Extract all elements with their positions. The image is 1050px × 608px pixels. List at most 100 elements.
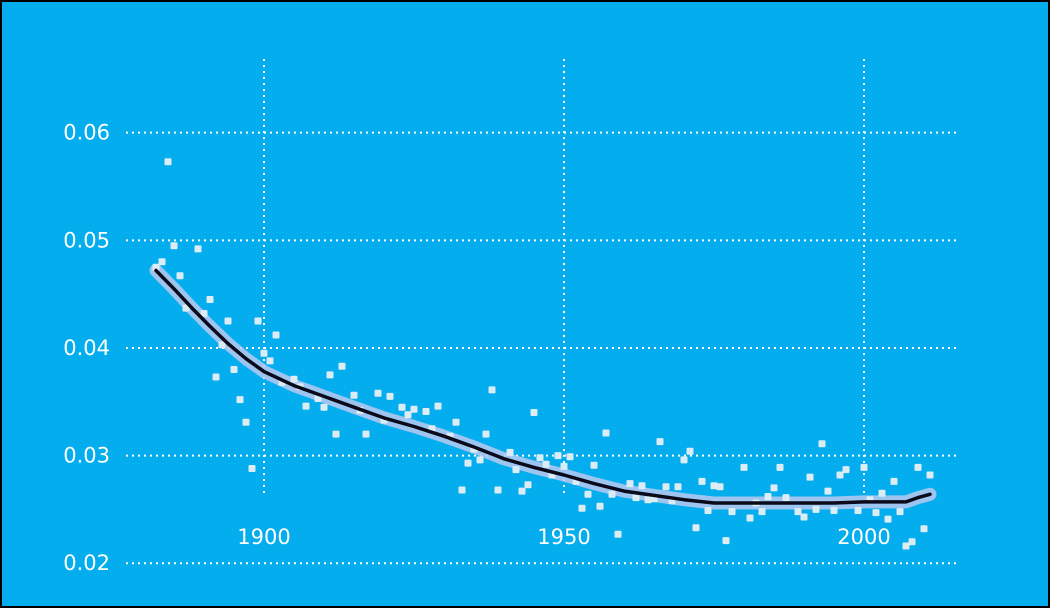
data-point	[926, 471, 934, 479]
data-point	[638, 482, 646, 490]
data-point	[212, 373, 220, 381]
data-point	[854, 507, 862, 514]
data-point	[326, 371, 334, 379]
data-point	[722, 537, 730, 545]
data-point	[464, 459, 472, 467]
data-point	[890, 477, 898, 485]
data-point	[338, 362, 346, 370]
data-point	[152, 263, 160, 271]
data-point	[776, 463, 784, 471]
data-point	[632, 494, 640, 502]
data-point	[314, 395, 322, 402]
y-tick-label: 0.03	[63, 444, 110, 468]
data-point	[242, 418, 250, 426]
data-point	[902, 542, 910, 550]
data-point	[176, 272, 184, 280]
data-point	[704, 507, 712, 514]
x-tick-label: 1950	[537, 525, 590, 549]
data-point	[584, 490, 592, 498]
data-point	[800, 513, 808, 521]
data-point	[224, 317, 232, 325]
data-point	[914, 463, 922, 471]
data-point	[746, 514, 754, 522]
data-point	[644, 496, 652, 504]
data-point	[410, 405, 418, 413]
data-point	[170, 242, 178, 250]
data-point	[158, 258, 166, 266]
data-point	[272, 331, 280, 339]
data-point	[230, 366, 238, 373]
data-point	[254, 317, 262, 325]
data-point	[728, 508, 736, 516]
data-point	[506, 448, 514, 456]
y-tick-label: 0.02	[63, 551, 110, 575]
y-tick-label: 0.06	[63, 121, 110, 145]
data-point	[674, 483, 682, 491]
data-point	[842, 466, 850, 474]
data-point	[824, 487, 832, 495]
data-point	[518, 487, 526, 495]
data-point	[872, 509, 880, 517]
data-point	[740, 463, 748, 471]
x-tick-label: 1900	[237, 525, 290, 549]
data-point	[830, 507, 838, 514]
data-point	[236, 396, 244, 404]
data-point	[182, 304, 190, 312]
data-point	[764, 493, 772, 500]
data-point	[560, 462, 568, 470]
data-point	[794, 508, 802, 516]
data-point	[434, 402, 442, 410]
data-point	[266, 357, 274, 365]
data-point	[248, 465, 256, 472]
data-point	[836, 471, 844, 479]
data-point	[494, 486, 502, 494]
data-point	[164, 158, 172, 166]
x-tick-label: 2000	[837, 525, 890, 549]
data-point	[332, 430, 340, 438]
data-point	[806, 473, 814, 481]
data-point	[614, 530, 622, 538]
data-point	[680, 456, 688, 464]
data-point	[542, 460, 550, 468]
data-point	[860, 463, 868, 471]
data-point	[710, 482, 718, 490]
data-point	[812, 505, 820, 513]
data-point	[350, 391, 358, 399]
data-point	[362, 430, 370, 438]
data-point	[530, 409, 538, 416]
data-point	[818, 440, 826, 448]
data-point	[590, 461, 598, 469]
data-point	[920, 525, 928, 533]
data-point	[602, 429, 610, 437]
data-point	[716, 483, 724, 491]
data-point	[908, 538, 916, 546]
data-point	[476, 456, 484, 464]
y-tick-label: 0.05	[63, 228, 110, 252]
data-point	[524, 481, 532, 489]
data-point	[374, 389, 382, 397]
data-point	[194, 245, 202, 253]
data-point	[566, 453, 574, 461]
data-point	[758, 508, 766, 516]
data-point	[896, 508, 904, 516]
data-point	[692, 524, 700, 532]
data-point	[878, 489, 886, 497]
data-point	[536, 454, 544, 462]
data-point	[596, 502, 604, 510]
data-point	[578, 504, 586, 512]
data-point	[608, 490, 616, 498]
data-point	[452, 418, 460, 426]
data-point	[290, 375, 298, 383]
data-point	[260, 349, 268, 357]
data-point	[512, 466, 520, 474]
data-point	[218, 341, 226, 349]
data-point	[422, 408, 430, 415]
data-point	[656, 438, 664, 446]
y-tick-label: 0.04	[63, 336, 110, 360]
data-point	[458, 486, 466, 494]
data-point	[302, 402, 310, 410]
data-point	[206, 296, 214, 303]
data-point	[662, 483, 670, 491]
